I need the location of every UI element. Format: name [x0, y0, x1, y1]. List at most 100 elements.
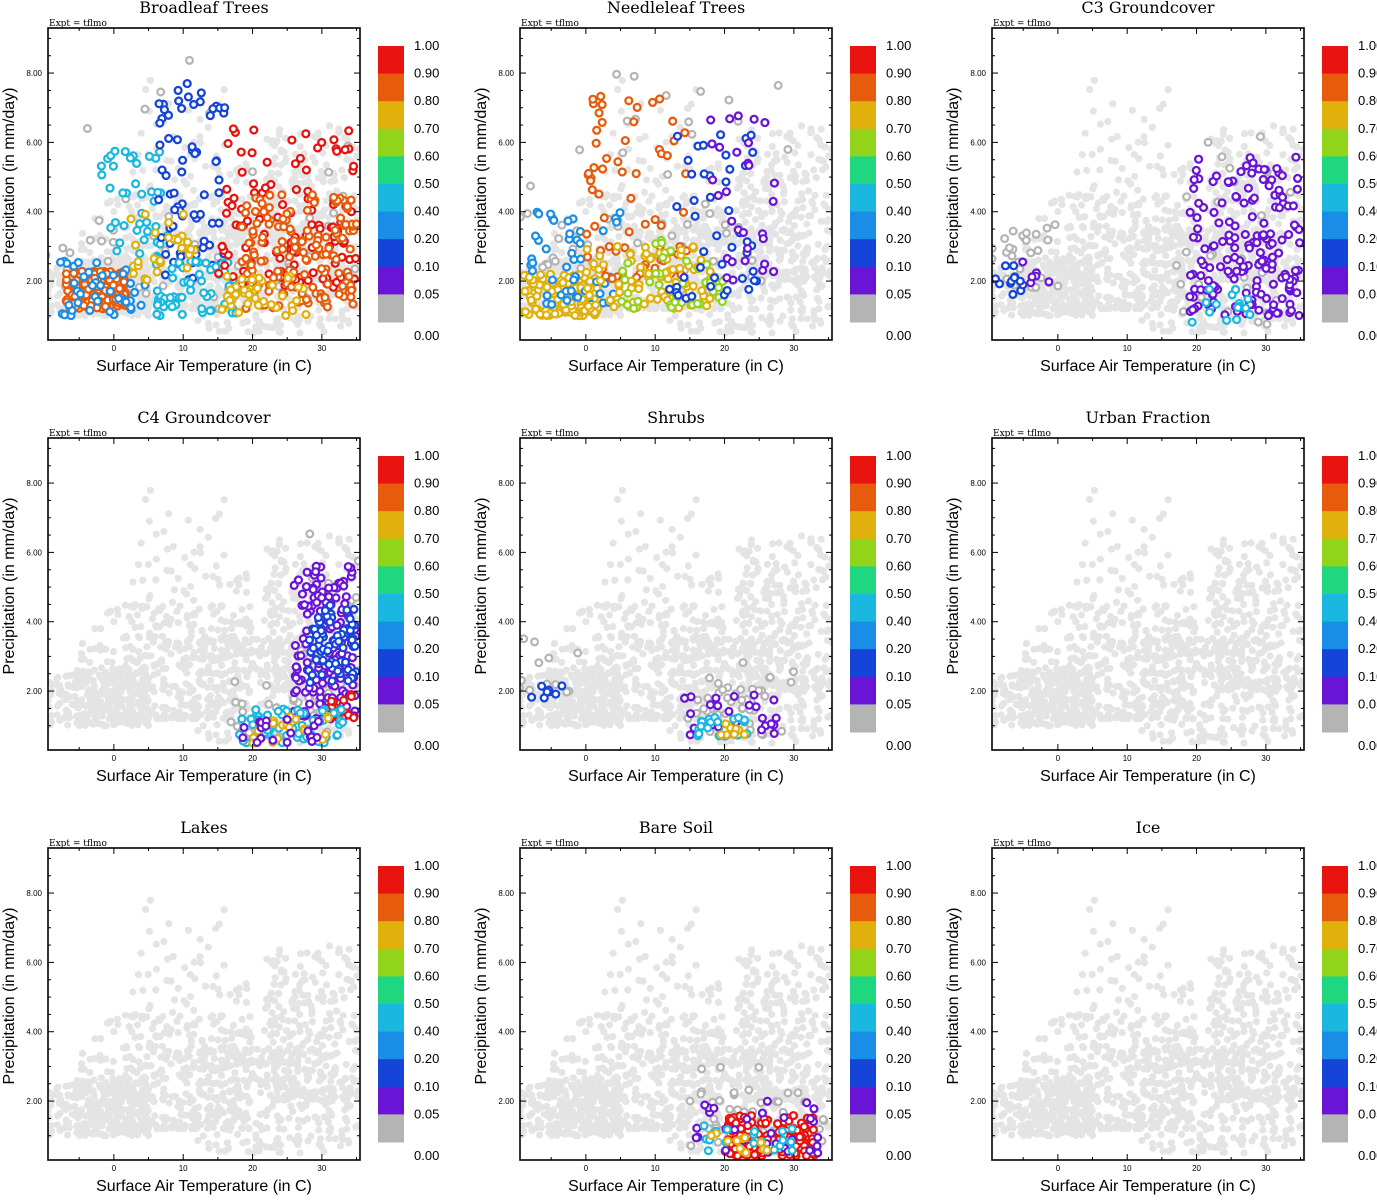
data-point	[161, 249, 171, 259]
data-point	[541, 310, 551, 320]
data-point	[624, 96, 634, 106]
data-point	[125, 153, 135, 163]
data-point	[602, 154, 612, 164]
colorbar-label: 0.05	[414, 286, 439, 301]
bg-point	[801, 169, 809, 177]
data-point	[156, 233, 166, 243]
data-point	[120, 147, 130, 157]
bg-point	[695, 319, 704, 327]
bg-point	[799, 257, 807, 265]
data-point	[597, 117, 607, 127]
bg-point	[333, 187, 341, 195]
data-point	[236, 147, 246, 157]
data-point	[689, 196, 699, 206]
zero-point	[364, 139, 371, 146]
data-point	[178, 155, 188, 165]
bg-point	[798, 190, 806, 198]
data-point	[278, 200, 288, 210]
data-point	[160, 270, 170, 280]
bg-point	[319, 149, 327, 157]
data-point	[692, 299, 702, 309]
bg-point	[275, 328, 283, 336]
zero-point	[663, 170, 673, 180]
data-point	[614, 279, 624, 289]
bg-point	[752, 188, 760, 196]
data-point	[301, 255, 311, 265]
colorbar-label: 0.70	[414, 121, 439, 136]
bg-point	[734, 175, 743, 183]
data-point	[121, 297, 131, 307]
data-point	[317, 138, 327, 148]
bg-point	[767, 166, 775, 174]
data-point	[623, 288, 633, 298]
data-point	[699, 247, 709, 257]
data-point	[542, 282, 552, 292]
bg-point	[741, 218, 749, 226]
data-point	[291, 185, 301, 195]
bg-point	[717, 305, 725, 313]
data-point	[634, 284, 644, 294]
colorbar-label: 0.10	[414, 259, 439, 274]
zero-point	[94, 216, 104, 226]
bg-point	[799, 177, 807, 186]
data-point	[288, 306, 298, 316]
bg-point	[768, 281, 776, 289]
data-point	[528, 258, 538, 268]
data-point	[118, 188, 128, 198]
data-point	[324, 243, 334, 253]
data-point	[227, 201, 237, 211]
data-point	[595, 276, 605, 286]
data-point	[310, 251, 320, 261]
data-point	[64, 300, 74, 310]
bg-point	[732, 206, 741, 215]
data-point	[129, 269, 139, 279]
data-point	[322, 302, 332, 312]
bg-point	[275, 170, 283, 178]
zero-point	[629, 71, 639, 81]
bg-point	[630, 222, 639, 230]
data-point	[352, 219, 360, 229]
data-point	[652, 294, 662, 304]
data-point	[249, 125, 259, 135]
zero-point	[708, 256, 718, 266]
bg-point	[277, 146, 285, 154]
bg-point	[343, 155, 351, 163]
data-point	[598, 226, 608, 236]
bg-point	[818, 282, 826, 290]
data-point	[164, 110, 174, 120]
data-point	[705, 192, 715, 202]
data-point	[594, 189, 604, 199]
data-point	[609, 302, 619, 312]
bg-point	[707, 238, 715, 247]
bg-point	[730, 321, 738, 329]
data-point	[629, 117, 639, 127]
bg-point	[606, 223, 615, 231]
x-tick-label: 30	[317, 344, 326, 353]
data-point	[167, 264, 177, 274]
data-point	[594, 108, 604, 118]
data-point	[222, 271, 232, 281]
data-point	[286, 282, 296, 292]
data-point	[520, 307, 530, 317]
bg-point	[163, 156, 171, 164]
bg-point	[291, 197, 299, 205]
bg-point	[739, 323, 747, 331]
bg-point	[520, 302, 527, 310]
zero-point	[632, 238, 642, 248]
data-point	[118, 269, 128, 279]
data-point	[588, 94, 598, 104]
data-point	[591, 138, 601, 148]
bg-point	[221, 327, 229, 335]
data-point	[237, 167, 247, 177]
bg-point	[799, 204, 807, 212]
bg-point	[768, 190, 776, 199]
data-point	[185, 278, 195, 288]
bg-point	[663, 201, 671, 209]
data-point	[165, 293, 175, 303]
bg-point	[652, 177, 660, 185]
bg-point	[805, 212, 813, 220]
bg-point	[667, 195, 675, 203]
data-point	[135, 249, 145, 259]
bg-point	[699, 208, 707, 216]
